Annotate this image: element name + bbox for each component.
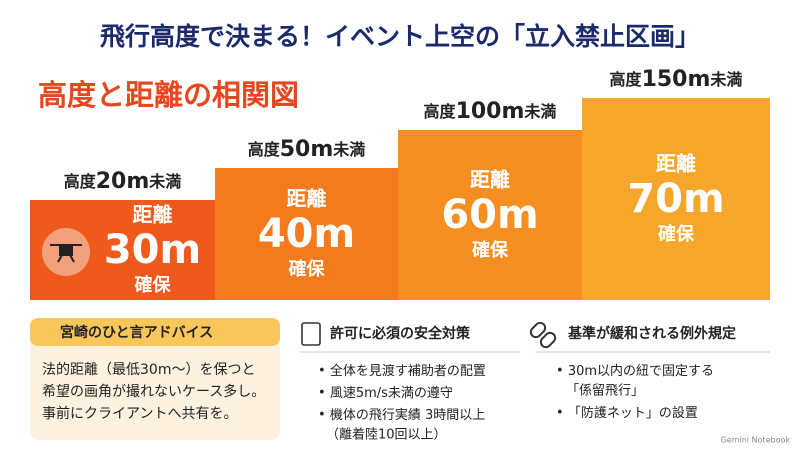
item-text: 機体の飛行実績 3時間以上 — [330, 407, 485, 423]
altitude-prefix: 高度 — [610, 70, 643, 89]
altitude-value: 20m — [96, 169, 150, 194]
altitude-suffix: 未満 — [148, 172, 181, 191]
altitude-suffix: 未満 — [523, 102, 556, 121]
distance-suffix: 確保 — [135, 274, 172, 296]
altitude-value: 150m — [642, 67, 711, 92]
item-text: （離着陸10回以上） — [326, 427, 447, 443]
drone-glyph — [50, 244, 82, 263]
step-block — [215, 168, 398, 300]
bullet-item: • 風速5m/s未満の遵守 — [318, 385, 453, 401]
altitude-label: 高度50m未満 — [248, 137, 366, 162]
bullet-item: • 全体を見渡す補助者の配置 — [318, 363, 486, 379]
bullet-item: • 「防護ネット」の設置 — [556, 405, 698, 421]
item-text: 全体を見渡す補助者の配置 — [330, 363, 486, 379]
item-text: 「係留飛行」 — [566, 384, 644, 399]
altitude-suffix: 未満 — [332, 140, 365, 159]
footer: Gemini Notebook — [721, 436, 791, 445]
item-text: 「防護ネット」の設置 — [568, 405, 698, 421]
advice-line: 事前にクライアントへ共有を。 — [42, 405, 237, 422]
item-text: 風速5m/s未満の遵守 — [330, 385, 453, 401]
advice-header — [30, 318, 280, 346]
altitude-value: 50m — [280, 137, 334, 162]
panel-title: 基準が緩和される例外規定 — [568, 325, 736, 342]
advice-line: 希望の画角が撮れないケース多し。 — [42, 383, 265, 400]
panel-title: 宮崎のひと言アドバイス — [60, 324, 213, 341]
altitude-label: 高度20m未満 — [64, 169, 182, 194]
step-block — [398, 130, 582, 300]
altitude-suffix: 未満 — [709, 70, 742, 89]
title: 飛行高度で決まる！イベント上空の「立入禁止区画」 — [100, 22, 700, 51]
advice-line: 法的距離（最低30m〜）を保つと — [42, 361, 255, 378]
distance-suffix: 確保 — [472, 239, 509, 261]
distance-value: 30m — [104, 227, 201, 273]
altitude-prefix: 高度 — [248, 140, 281, 159]
item-text: 30m以内の紐で固定する — [568, 363, 714, 379]
step-block — [582, 98, 770, 300]
subtitle: 高度と距離の相関図 — [38, 78, 299, 112]
distance-label: 距離 — [287, 187, 327, 211]
distance-value: 40m — [258, 211, 355, 257]
panel-title: 許可に必須の安全対策 — [330, 325, 471, 342]
distance-value: 70m — [627, 176, 724, 222]
checklist-icon — [301, 322, 321, 346]
distance-value: 60m — [441, 192, 538, 238]
altitude-prefix: 高度 — [64, 172, 97, 191]
altitude-prefix: 高度 — [424, 102, 457, 121]
distance-label: 距離 — [133, 203, 173, 227]
distance-suffix: 確保 — [289, 258, 326, 280]
altitude-label: 高度150m未満 — [610, 67, 743, 92]
altitude-label: 高度100m未満 — [424, 99, 557, 124]
link-icon — [529, 321, 557, 349]
bullet-item: • 機体の飛行実績 3時間以上 — [318, 407, 485, 423]
altitude-value: 100m — [456, 99, 525, 124]
advice-panel — [30, 318, 280, 440]
bullet-item: • 30m以内の紐で固定する — [556, 363, 714, 379]
distance-label: 距離 — [656, 152, 696, 176]
distance-suffix: 確保 — [658, 223, 695, 245]
distance-label: 距離 — [470, 168, 510, 192]
